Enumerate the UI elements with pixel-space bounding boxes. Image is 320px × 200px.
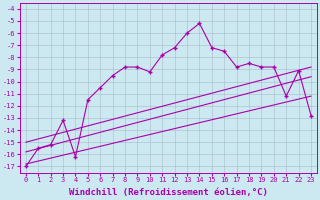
X-axis label: Windchill (Refroidissement éolien,°C): Windchill (Refroidissement éolien,°C) <box>69 188 268 197</box>
